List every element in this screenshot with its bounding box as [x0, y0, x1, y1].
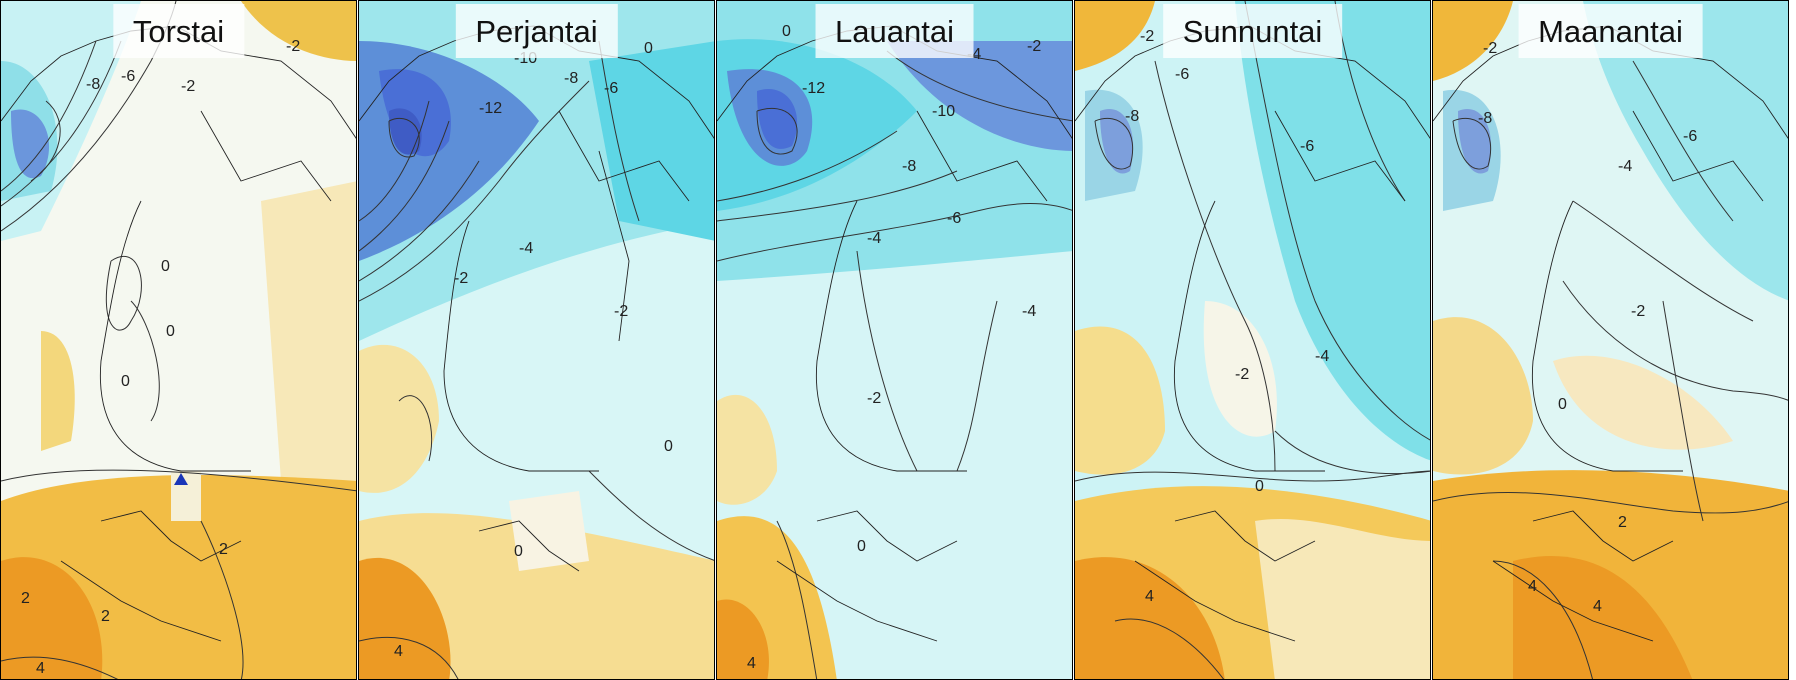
contour-label: 4: [1593, 598, 1602, 615]
contour-label: -2: [1140, 28, 1154, 45]
forecast-panel-torstai: -2 2 -8 -6 -2 0 0 0 2 2 4 Torstai: [0, 0, 357, 680]
contour-label: 0: [166, 323, 175, 340]
day-label: Torstai: [112, 4, 245, 58]
contour-label: -2: [1235, 366, 1249, 383]
contour-label: 0: [782, 23, 791, 40]
contour-label: -2: [1631, 303, 1645, 320]
contour-label: -8: [86, 76, 100, 93]
contour-label: -12: [802, 80, 825, 97]
contour-label: 0: [1558, 396, 1567, 413]
contour-label: 0: [857, 538, 866, 555]
contour-label: -4: [519, 240, 533, 257]
contour-label: -4: [1618, 158, 1632, 175]
contour-label: -4: [1315, 348, 1329, 365]
contour-label: 2: [101, 608, 110, 625]
day-label: Lauantai: [815, 4, 974, 58]
day-label: Sunnuntai: [1162, 4, 1343, 58]
contour-label: -8: [1478, 110, 1492, 127]
contour-label: -6: [121, 68, 135, 85]
contour-label: 0: [1255, 478, 1264, 495]
contour-label: 2: [1618, 514, 1627, 531]
contour-label: -2: [454, 270, 468, 287]
contour-label: -4: [867, 230, 881, 247]
contour-label: 0: [514, 543, 523, 560]
day-label: Perjantai: [455, 4, 618, 58]
contour-label: 0: [644, 40, 653, 57]
temperature-anomaly-map: -2 -6 -8 -6 -4 -2 0 4: [1075, 1, 1430, 679]
contour-label: -10: [932, 103, 955, 120]
forecast-panel-lauantai: 0 -4 -2 -12 -10 -8 -6 -4 -4 -2 0 4 Lauan…: [716, 0, 1073, 680]
contour-label: -4: [1022, 303, 1036, 320]
forecast-panel-sunnuntai: -2 -6 -8 -6 -4 -2 0 4 Sunnuntai: [1074, 0, 1431, 680]
temperature-anomaly-map: 0 -10 -8 -6 -12 -4 -2 -2 0 0 4: [359, 1, 714, 679]
contour-label: 4: [747, 655, 756, 672]
contour-label: 2: [219, 541, 228, 558]
contour-label: -8: [564, 70, 578, 87]
forecast-panel-perjantai: 0 -10 -8 -6 -12 -4 -2 -2 0 0 4 Perjantai: [358, 0, 715, 680]
contour-label: -6: [604, 80, 618, 97]
temperature-anomaly-map: -2 -8 -6 -4 -2 0 2 4 4: [1433, 1, 1788, 679]
contour-label: 0: [121, 373, 130, 390]
contour-label: 0: [664, 438, 673, 455]
contour-label: -2: [1027, 38, 1041, 55]
contour-label: -2: [867, 390, 881, 407]
contour-label: -2: [181, 78, 195, 95]
temperature-anomaly-map: -2 2 -8 -6 -2 0 0 0 2 2 4: [1, 1, 356, 679]
day-label: Maanantai: [1518, 4, 1703, 58]
contour-label: 4: [394, 643, 403, 660]
contour-label: -8: [902, 158, 916, 175]
contour-label: -2: [286, 38, 300, 55]
contour-label: -6: [1175, 66, 1189, 83]
contour-label: 2: [21, 590, 30, 607]
temperature-anomaly-map: 0 -4 -2 -12 -10 -8 -6 -4 -4 -2 0 4: [717, 1, 1072, 679]
contour-label: -2: [1483, 40, 1497, 57]
contour-label: -8: [1125, 108, 1139, 125]
contour-label: 4: [36, 660, 45, 677]
contour-label: 4: [1528, 578, 1537, 595]
forecast-panel-maanantai: -2 -8 -6 -4 -2 0 2 4 4 Maanantai: [1432, 0, 1789, 680]
contour-label: -6: [947, 210, 961, 227]
contour-label: -6: [1300, 138, 1314, 155]
contour-label: 0: [161, 258, 170, 275]
contour-label: -6: [1683, 128, 1697, 145]
contour-label: -2: [614, 303, 628, 320]
location-marker-icon: [174, 473, 188, 485]
contour-label: 4: [1145, 588, 1154, 605]
contour-label: -12: [479, 100, 502, 117]
